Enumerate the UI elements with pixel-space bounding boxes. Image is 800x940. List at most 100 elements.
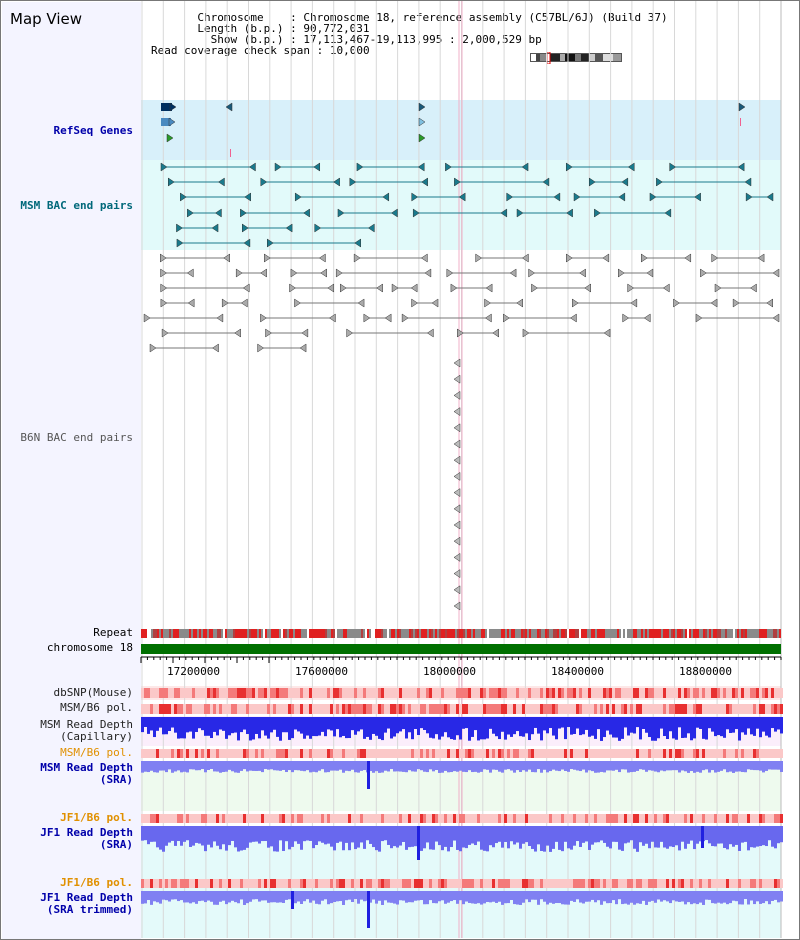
repeat-segment xyxy=(511,629,513,638)
msm-b6-pol-heat-cell xyxy=(696,749,699,758)
msm-sra-depth-bar xyxy=(696,761,699,772)
msm-sra-depth-bar xyxy=(513,761,516,773)
track-label-msm-b6-pol-2[interactable]: MSM/B6 pol. xyxy=(60,746,133,759)
dbsnp-heat-cell xyxy=(552,688,555,698)
repeat-segment xyxy=(553,629,555,638)
msm-sra-depth-bar xyxy=(333,761,336,771)
jf1-b6-pol-heat-cell xyxy=(156,879,159,888)
msm-b6-pol-heat-cell xyxy=(384,749,387,758)
repeat-segment xyxy=(285,629,287,638)
track-label-repeat[interactable]: Repeat xyxy=(93,626,133,639)
msm-sra-depth-bar xyxy=(702,761,705,771)
dbsnp-heat-cell xyxy=(735,688,738,698)
msm-sra-depth-bar xyxy=(750,761,753,770)
repeat-segment xyxy=(311,629,313,638)
jf1-sra-depth-bar xyxy=(582,826,585,843)
jf1-b6-pol-heat-cell xyxy=(303,879,306,888)
dbsnp-heat-cell xyxy=(276,688,279,698)
bac-end-icon xyxy=(627,162,635,172)
bac-end-icon xyxy=(553,192,561,202)
track-label-msm-b6-pol[interactable]: MSM/B6 pol. xyxy=(60,701,133,714)
jf1-trimmed-depth-bar xyxy=(369,891,372,903)
bac-end-icon xyxy=(333,177,340,187)
repeat-segment xyxy=(567,629,569,638)
track-label-dbsnp[interactable]: dbSNP(Mouse) xyxy=(53,686,133,699)
dbsnp-heat-cell xyxy=(651,688,654,698)
msm-b6-pol-heat-cell xyxy=(264,749,267,758)
msm-sra-depth-bar xyxy=(597,761,600,773)
bac-end-icon xyxy=(750,283,757,293)
jf1-sra-depth-bar xyxy=(222,826,225,845)
msm-sra-depth-bar xyxy=(663,761,666,772)
jf1-b6-pol-heat-cell xyxy=(552,879,555,888)
track-label-jf1-depth-sra[interactable]: JF1 Read Depth xyxy=(40,826,133,839)
msm-capillary-depth-bar xyxy=(327,717,330,730)
bac-end-icon xyxy=(669,162,677,172)
track-label-refseq-genes[interactable]: RefSeq Genes xyxy=(53,124,133,137)
track-label-msm-depth-sra[interactable]: MSM Read Depth xyxy=(40,761,133,774)
msm-b6-pol-heat-cell xyxy=(654,704,657,714)
ideogram-band xyxy=(603,54,613,61)
ideogram-band xyxy=(575,54,581,61)
msm-sra-depth-bar xyxy=(192,761,195,770)
track-label-jf1-b6-pol-2[interactable]: JF1/B6 pol. xyxy=(60,876,133,889)
track-label-jf1-b6-pol[interactable]: JF1/B6 pol. xyxy=(60,811,133,824)
jf1-sra-depth-bar xyxy=(600,826,603,841)
dbsnp-heat-cell xyxy=(300,688,303,698)
track-label-chromosome[interactable]: chromosome 18 xyxy=(46,641,133,654)
msm-b6-pol-heat-cell xyxy=(495,704,498,714)
jf1-sra-depth-bar xyxy=(729,826,732,845)
jf1-b6-pol-heat-cell xyxy=(636,879,639,888)
jf1-trimmed-depth-bar xyxy=(249,891,252,902)
track-label-b6n-bac[interactable]: B6N BAC end pairs xyxy=(20,431,133,444)
msm-b6-pol-heat-cell xyxy=(672,704,675,714)
msm-capillary-depth-bar xyxy=(444,717,447,733)
jf1-trimmed-depth-bar xyxy=(195,891,198,904)
msm-sra-depth-bar xyxy=(438,761,441,773)
repeat-segment xyxy=(591,629,593,638)
msm-sra-depth-bar xyxy=(324,761,327,773)
track-label-msm-bac[interactable]: MSM BAC end pairs xyxy=(20,199,133,212)
dbsnp-heat-cell xyxy=(462,688,465,698)
jf1-b6-pol-heat-cell xyxy=(537,814,540,823)
msm-b6-pol-heat-cell xyxy=(291,704,294,714)
dbsnp-heat-cell xyxy=(228,688,231,698)
jf1-sra-depth-bar xyxy=(744,826,747,842)
repeat-segment xyxy=(421,629,423,638)
msm-b6-pol-heat-cell xyxy=(765,749,768,758)
msm-capillary-depth-bar xyxy=(333,717,336,737)
msm-capillary-depth-bar xyxy=(288,717,291,740)
jf1-b6-pol-heat-cell xyxy=(249,814,252,823)
jf1-trimmed-depth-bar xyxy=(144,891,147,904)
dbsnp-heat-cell xyxy=(279,688,282,698)
msm-b6-pol-heat-cell xyxy=(540,704,543,714)
msm-b6-pol-heat-cell xyxy=(225,749,228,758)
msm-b6-pol-heat-cell xyxy=(513,704,516,714)
msm-b6-pol-heat-cell xyxy=(498,749,501,758)
repeat-segment xyxy=(581,629,583,638)
msm-sra-depth-bar xyxy=(759,761,762,771)
repeat-segment xyxy=(639,629,641,638)
msm-sra-depth-bar xyxy=(195,761,198,771)
bac-end-icon xyxy=(673,298,680,308)
track-label-jf1-depth-trimmed[interactable]: JF1 Read Depth xyxy=(40,891,133,904)
msm-sra-depth-bar xyxy=(189,761,192,770)
track-label-msm-depth-capillary[interactable]: MSM Read Depth xyxy=(40,718,133,731)
msm-capillary-depth-bar xyxy=(693,717,696,739)
jf1-sra-depth-bar xyxy=(756,826,759,847)
bac-end-icon xyxy=(363,313,371,323)
bac-end-icon xyxy=(349,177,357,187)
jf1-b6-pol-heat-cell xyxy=(486,879,489,888)
jf1-b6-pol-heat-cell xyxy=(639,879,642,888)
dbsnp-heat-cell xyxy=(570,688,573,698)
repeat-segment xyxy=(277,629,279,638)
dbsnp-heat-cell xyxy=(312,688,315,698)
jf1-b6-pol-heat-cell xyxy=(351,879,354,888)
msm-b6-pol-heat-cell xyxy=(447,704,450,714)
jf1-trimmed-depth-bar xyxy=(297,891,300,902)
chromosome-ideogram[interactable] xyxy=(530,52,622,64)
jf1-b6-pol-heat-cell xyxy=(261,879,264,888)
dbsnp-heat-cell xyxy=(330,688,333,698)
msm-capillary-depth-bar xyxy=(264,717,267,736)
